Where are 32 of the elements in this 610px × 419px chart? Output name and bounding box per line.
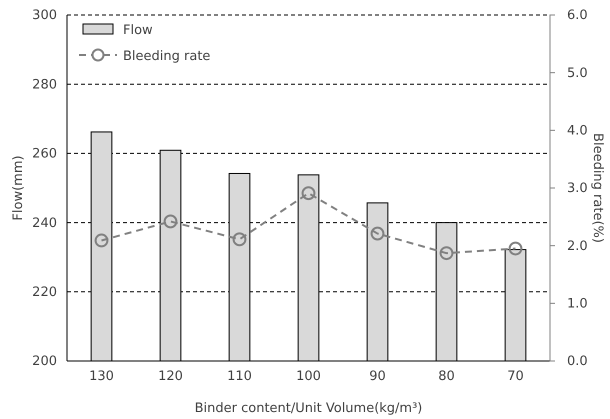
y2-tick-label: 5.0 — [567, 66, 588, 81]
point — [302, 186, 316, 200]
point — [508, 242, 522, 256]
legend-label: Flow — [123, 23, 154, 38]
y2-axis-title: Bleeding rate(%) — [590, 133, 605, 243]
x-tick-label: 120 — [158, 369, 183, 384]
y-tick-label: 280 — [32, 77, 57, 92]
x-tick-label: 100 — [296, 369, 321, 384]
point — [440, 246, 454, 260]
y-tick-label: 300 — [32, 8, 57, 24]
y-tick-label: 240 — [32, 216, 57, 231]
point — [94, 234, 108, 248]
x-axis-title: Binder content/Unit Volume(kg/m³) — [194, 401, 422, 416]
y2-tick-label: 0.0 — [567, 354, 588, 370]
y-tick-label: 200 — [32, 354, 57, 370]
y2-tick-label: 1.0 — [567, 296, 588, 312]
point — [232, 232, 246, 246]
y-tick-label: 260 — [32, 146, 57, 162]
x-tick-label: 80 — [438, 369, 455, 384]
y2-tick-label: 6.0 — [567, 8, 588, 24]
x-tick-label: 90 — [369, 369, 386, 384]
y2-tick-label: 3.0 — [567, 181, 588, 196]
point — [370, 226, 384, 240]
legend-label: Bleeding rate — [123, 49, 210, 64]
y2-tick-label: 2.0 — [567, 238, 588, 254]
point — [164, 214, 178, 228]
y2-tick-label: 4.0 — [567, 123, 588, 138]
y-axis-title: Flow(mm) — [11, 155, 26, 221]
x-tick-label: 130 — [89, 369, 114, 384]
x-tick-label: 110 — [227, 369, 252, 384]
x-tick-label: 70 — [507, 369, 524, 384]
y-tick-label: 220 — [32, 284, 57, 300]
